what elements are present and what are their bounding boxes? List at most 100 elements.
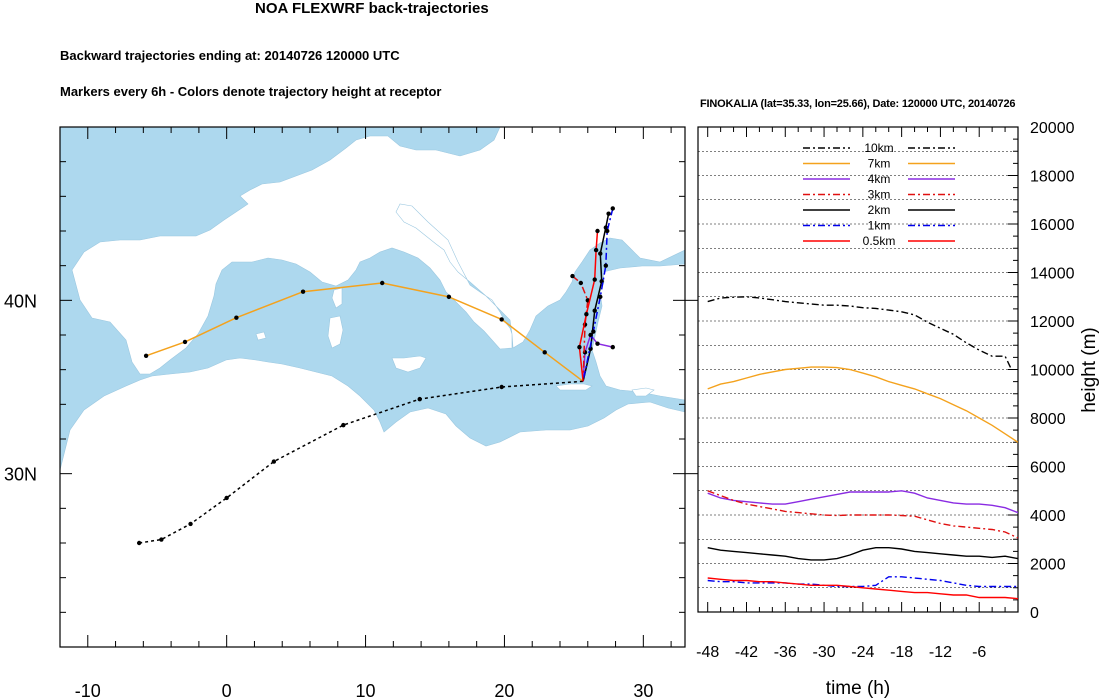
land-sardinia xyxy=(327,315,344,349)
map-marker-2km xyxy=(599,279,604,284)
map-marker-7km xyxy=(446,294,452,300)
height-ticks: 0 2000 4000 6000 8000 10000 12000 14000 16000 180… xyxy=(696,120,1074,661)
map-marker-1km xyxy=(598,294,603,300)
map-marker-2km xyxy=(592,308,597,313)
legend-label-1km: 1km xyxy=(868,219,891,233)
map-marker-1km xyxy=(605,228,610,234)
map-marker-10km xyxy=(499,384,504,390)
map-marker-10km xyxy=(159,537,164,542)
map-marker-2km xyxy=(606,211,611,216)
map-marker-10km xyxy=(271,459,277,464)
legend-label-10km: 10km xyxy=(864,141,893,155)
height-x-tick-label: -48 xyxy=(696,644,719,661)
land-cyprus xyxy=(631,387,655,397)
figure-subtitle-end-time: Backward trajectories ending at: 2014072… xyxy=(60,48,400,63)
height-series-7km xyxy=(707,366,1018,443)
map-x-tick-label: -10 xyxy=(75,681,101,700)
land-sicily xyxy=(391,355,427,373)
map-x-tick-label: 20 xyxy=(494,681,514,700)
height-x-tick-label: -18 xyxy=(890,644,913,661)
legend-label-0.5km: 0.5km xyxy=(863,234,896,248)
map-x-tick-label: 0 xyxy=(222,681,232,700)
map-x-tick-label: 30 xyxy=(633,681,653,700)
map-marker-10km xyxy=(417,396,422,402)
height-y-tick-label: 10000 xyxy=(1030,363,1075,380)
legend-label-4km: 4km xyxy=(868,172,891,186)
map-marker-3km xyxy=(570,273,575,279)
height-panel: 0 2000 4000 6000 8000 10000 12000 14000 16000 180… xyxy=(696,120,1100,699)
map-marker-10km xyxy=(224,495,229,501)
land-mallorca xyxy=(255,331,267,341)
height-x-axis-label: time (h) xyxy=(826,678,890,699)
figure-subtitle-markers: Markers every 6h - Colors denote traject… xyxy=(60,84,442,99)
figure-title: NOA FLEXWRF back-trajectories xyxy=(255,0,489,17)
map-marker-0.5km xyxy=(595,228,600,234)
map-marker-2km xyxy=(598,251,603,256)
map-marker-1km xyxy=(603,263,609,268)
height-y-tick-label: 20000 xyxy=(1030,120,1075,137)
height-series-0.5km xyxy=(707,577,1018,600)
map-marker-7km xyxy=(143,353,149,358)
height-gridlines xyxy=(698,150,1018,589)
height-y-tick-label: 8000 xyxy=(1030,411,1066,428)
map-trajectory-10km xyxy=(139,380,584,544)
height-x-tick-label: -12 xyxy=(929,644,952,661)
land-europe xyxy=(60,127,685,375)
height-series-10km xyxy=(707,296,1013,370)
map-axis-labels: -10 0 10 20 30 30N 40N xyxy=(4,291,698,700)
land-crete xyxy=(555,383,593,391)
height-series-2km xyxy=(707,547,1018,561)
map-marker-7km xyxy=(182,339,188,345)
map-marker-10km xyxy=(188,521,193,527)
height-y-tick-label: 4000 xyxy=(1030,508,1066,525)
map-marker-7km xyxy=(499,317,504,322)
map-trajectory-0.5km xyxy=(578,230,599,382)
map-marker-0.5km xyxy=(584,312,589,317)
map-marker-1km xyxy=(610,206,615,211)
map-panel: -10 0 10 20 30 30N 40N xyxy=(4,126,698,700)
height-x-tick-label: -6 xyxy=(972,644,986,661)
legend-label-7km: 7km xyxy=(868,157,891,171)
land-corsica xyxy=(331,287,343,309)
map-marker-3km xyxy=(578,280,584,286)
map-y-tick-label: 30N xyxy=(4,465,37,485)
height-x-tick-label: -42 xyxy=(735,644,758,661)
height-y-tick-label: 14000 xyxy=(1030,266,1075,283)
height-x-tick-label: -24 xyxy=(851,644,874,661)
map-marker-0.5km xyxy=(592,277,597,282)
map-marker-4km xyxy=(595,341,600,346)
height-series-1km xyxy=(707,576,1018,588)
map-marker-2km xyxy=(603,225,609,230)
map-ticks xyxy=(60,127,685,647)
map-marker-0.5km xyxy=(593,247,599,253)
map-marker-10km xyxy=(136,540,142,546)
height-y-tick-label: 18000 xyxy=(1030,169,1075,186)
map-marker-7km xyxy=(542,350,547,355)
map-x-tick-label: 10 xyxy=(356,681,376,700)
legend-label-3km: 3km xyxy=(868,188,891,202)
height-y-tick-label: 2000 xyxy=(1030,557,1066,574)
map-trajectories xyxy=(136,206,615,546)
land-masses xyxy=(60,127,685,647)
map-marker-7km xyxy=(234,315,239,320)
height-y-tick-label: 0 xyxy=(1030,605,1039,622)
map-y-tick-label: 40N xyxy=(4,291,37,311)
map-frame xyxy=(59,126,686,648)
height-y-tick-label: 12000 xyxy=(1030,314,1075,331)
height-y-axis-label: height (m) xyxy=(1079,327,1100,413)
height-series-3km xyxy=(707,490,1018,539)
land-anatolia xyxy=(591,263,685,401)
map-marker-4km xyxy=(610,344,615,350)
map-marker-7km xyxy=(300,289,306,294)
height-x-tick-label: -30 xyxy=(812,644,835,661)
map-marker-7km xyxy=(380,280,385,286)
height-chart-title: FINOKALIA (lat=35.33, lon=25.66), Date: … xyxy=(700,98,1016,110)
map-marker-10km xyxy=(341,422,346,428)
height-y-tick-label: 6000 xyxy=(1030,460,1066,477)
height-y-tick-label: 16000 xyxy=(1030,217,1075,234)
height-x-tick-label: -36 xyxy=(774,644,797,661)
map-marker-1km xyxy=(591,329,596,334)
map-trajectory-1km xyxy=(582,208,614,382)
